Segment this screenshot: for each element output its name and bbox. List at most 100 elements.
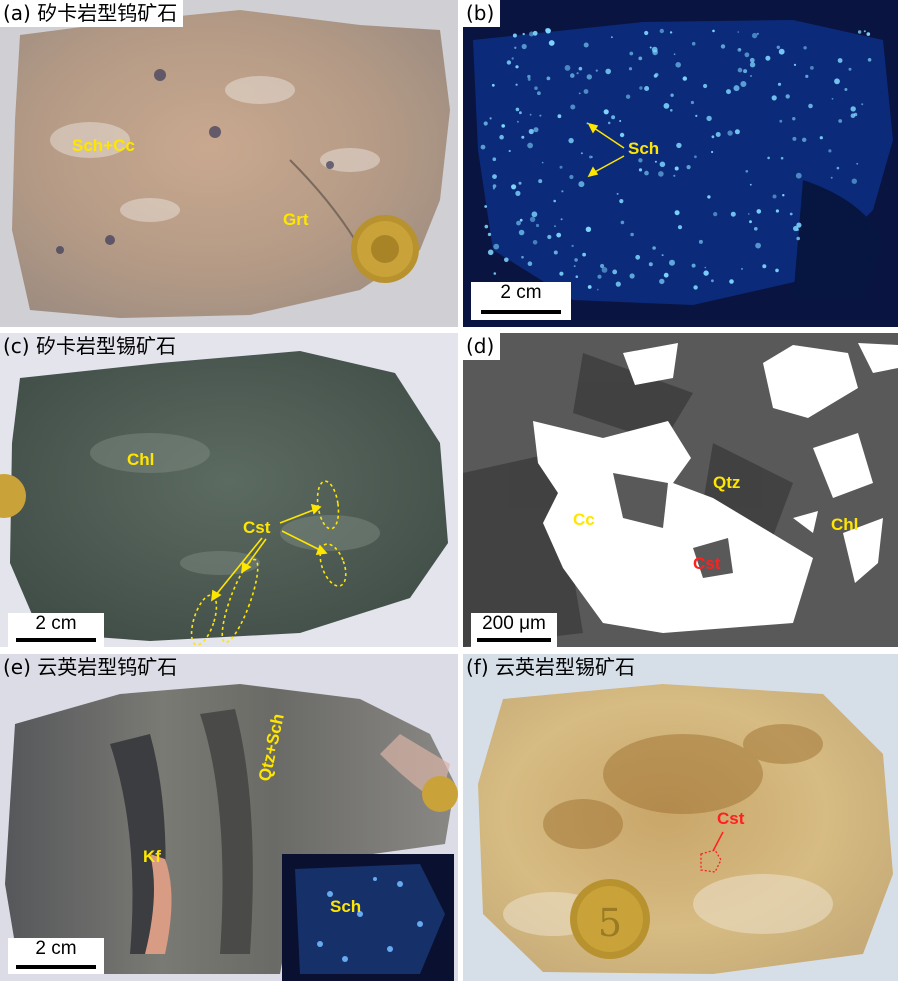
- fluorescent-grain: [857, 30, 862, 34]
- fluorescent-grain: [796, 222, 802, 228]
- fluorescent-grain: [778, 48, 785, 55]
- scale-bar-d-line: [477, 638, 551, 642]
- fluorescent-grain: [531, 211, 538, 218]
- fluorescent-grain: [548, 40, 555, 46]
- fluorescent-grain: [748, 213, 750, 215]
- fluorescent-grain: [480, 144, 486, 150]
- fluorescent-grain: [578, 181, 585, 188]
- fluorescent-grain: [754, 227, 758, 231]
- fluorescent-grain: [556, 232, 562, 238]
- fluorescent-grain: [541, 161, 544, 164]
- fluorescent-grain: [586, 74, 592, 80]
- fluorescent-grain: [765, 55, 771, 61]
- fluorescent-grain: [491, 83, 495, 87]
- fluorescent-grain: [532, 30, 538, 36]
- fluorescent-grain: [575, 275, 579, 279]
- fluorescent-grain: [527, 77, 531, 81]
- fluorescent-grain: [545, 28, 551, 34]
- fluorescent-grain: [619, 120, 622, 122]
- fluorescent-grain: [639, 86, 643, 90]
- fluorescent-grain: [810, 66, 814, 70]
- fluorescent-grain: [516, 220, 521, 226]
- fluorescent-grain: [670, 93, 674, 97]
- fluorescent-grain: [691, 263, 696, 268]
- fluorescent-grain: [522, 32, 525, 36]
- panel-f: 5 (f) 云英岩型锡矿石 Cst: [463, 654, 898, 981]
- fluorescent-grain: [861, 103, 864, 106]
- fluorescent-grain: [527, 74, 531, 79]
- fluorescent-grain: [819, 136, 823, 140]
- fluorescent-grain: [677, 225, 683, 230]
- fluorescent-grain: [740, 81, 747, 87]
- fluorescent-grain: [607, 121, 611, 125]
- fluorescent-grain: [492, 157, 497, 161]
- fluorescent-grain: [499, 134, 504, 140]
- fluorescent-grain: [518, 229, 525, 236]
- fluorescent-grain: [850, 113, 856, 118]
- fluorescent-grain: [534, 86, 538, 90]
- fluorescent-grain: [780, 156, 784, 160]
- fluorescent-grain: [762, 264, 767, 269]
- fluorescent-grain: [673, 53, 676, 55]
- fluorescent-grain: [838, 119, 843, 123]
- fluorescent-grain: [691, 41, 696, 46]
- fluorescent-grain: [734, 129, 740, 135]
- annotation-cst-d: Cst: [693, 554, 721, 573]
- scale-bar-b: 2 cm: [471, 282, 571, 320]
- fluorescent-grain: [867, 58, 872, 62]
- fluorescent-grain: [695, 114, 698, 117]
- scale-bar-c-label: 2 cm: [35, 613, 77, 634]
- fluorescent-grain: [508, 149, 511, 153]
- fluorescent-grain: [676, 142, 682, 149]
- fluorescent-grain: [583, 89, 589, 94]
- fluorescent-grain: [703, 270, 709, 276]
- annotation-sch-cc: Sch+Cc: [72, 136, 135, 155]
- fluorescent-grain: [674, 210, 680, 216]
- fluorescent-grain: [501, 124, 505, 128]
- fluorescent-grain: [775, 268, 779, 273]
- annotation-cc-d: Cc: [573, 510, 595, 529]
- fluorescent-grain: [597, 288, 599, 291]
- fluorescent-grain: [557, 114, 562, 119]
- fluorescent-grain: [484, 224, 489, 229]
- fluorescent-grain: [669, 31, 673, 34]
- fluorescent-grain: [837, 58, 843, 63]
- fluorescent-grain: [730, 211, 736, 217]
- fluorescent-grain: [493, 243, 500, 250]
- fluorescent-grain: [686, 165, 691, 170]
- fluorescent-grain: [515, 190, 521, 196]
- fluorescent-grain: [669, 259, 675, 266]
- fluorescent-grain: [638, 158, 643, 163]
- fluorescent-grain: [649, 46, 652, 49]
- panel-c: (c) 矽卡岩型锡矿石 Chl Cst 2 cm: [0, 333, 458, 647]
- fluorescent-grain: [661, 254, 664, 257]
- fluorescent-grain: [492, 187, 495, 190]
- fluorescent-grain: [529, 113, 532, 116]
- annotation-kf: Kf: [143, 847, 161, 866]
- fluorescent-grain: [749, 183, 752, 186]
- fluorescent-grain: [483, 121, 488, 126]
- fluorescent-grain: [776, 45, 780, 49]
- annotation-cst-c: Cst: [243, 518, 271, 537]
- scale-bar-d-label: 200 μm: [482, 613, 546, 634]
- fluorescent-grain: [585, 226, 592, 232]
- fluorescent-grain: [729, 279, 734, 284]
- fluorescent-grain: [487, 249, 494, 256]
- fluorescent-grain: [638, 56, 643, 61]
- fluorescent-grain: [547, 234, 552, 240]
- fluorescent-grain: [777, 82, 782, 86]
- fluorescent-grain: [711, 135, 715, 139]
- scale-bar-c-line: [16, 638, 96, 642]
- fluorescent-grain: [574, 258, 578, 262]
- fluorescent-grain: [582, 252, 586, 257]
- fluorescent-grain: [504, 257, 509, 263]
- panel-f-label: (f) 云英岩型锡矿石: [466, 655, 636, 679]
- fluorescent-grain: [521, 135, 525, 139]
- fluorescent-grain: [863, 30, 866, 33]
- fluorescent-grain: [737, 31, 739, 33]
- fluorescent-grain: [493, 272, 497, 275]
- annotation-sch-e: Sch: [330, 897, 362, 916]
- bse-image: [463, 333, 898, 647]
- fluorescent-grain: [654, 160, 657, 163]
- fluorescent-grain: [805, 74, 809, 78]
